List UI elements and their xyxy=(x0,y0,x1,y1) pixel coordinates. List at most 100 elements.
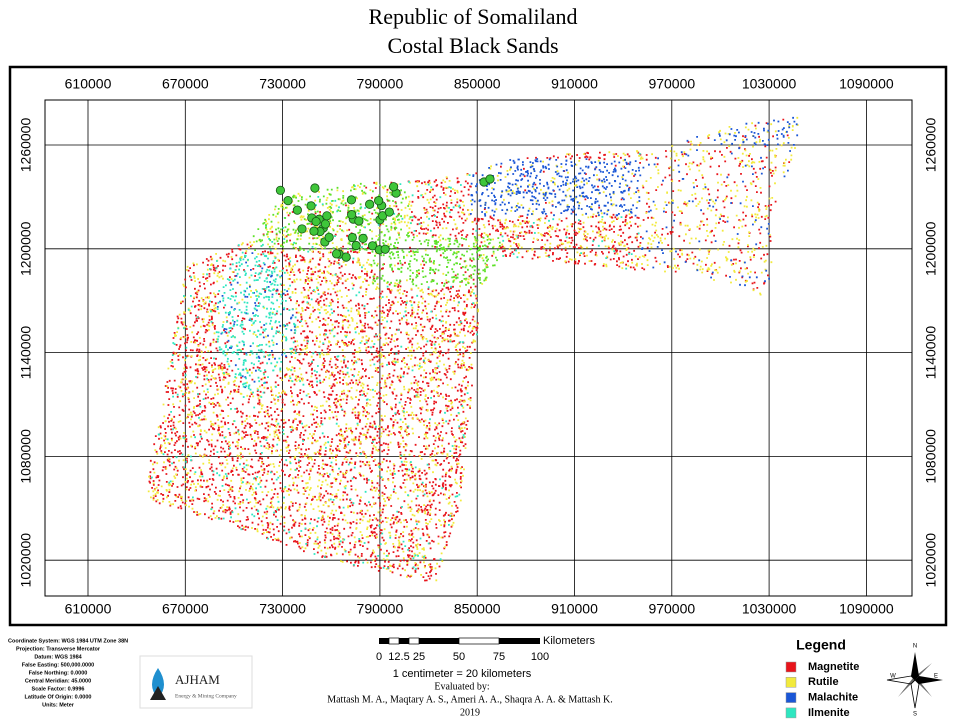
y-tick-label: 1020000 xyxy=(18,533,34,588)
sample-point xyxy=(320,219,331,229)
x-tick-label: 910000 xyxy=(551,76,598,92)
credits-authors: Mattash M. A., Maqtary A. S., Ameri A. A… xyxy=(327,694,613,705)
scale-bar: Kilometers 0 12.5 25 50 75 100 1 centimeter =… xyxy=(376,635,596,680)
legend-swatch xyxy=(785,677,797,688)
sample-point xyxy=(309,226,319,236)
coordinate-line: Latitude Of Origin: 0.0000 xyxy=(25,694,92,700)
x-tick-label: 790000 xyxy=(357,76,404,92)
grid xyxy=(45,100,912,596)
legend-items: Magnetite Rutile Malachite Ilmenite xyxy=(785,661,859,719)
sample-point xyxy=(341,252,351,262)
arrow-e xyxy=(915,676,943,684)
scale-seg xyxy=(399,638,409,644)
sample-point xyxy=(384,207,394,217)
tick-labels: 610000 610000 670000 670000 730000 730000 7900… xyxy=(18,76,939,617)
scale-seg xyxy=(458,637,500,645)
x-tick-label: 1090000 xyxy=(839,601,894,617)
coordinate-line: Scale Factor: 0.9996 xyxy=(32,686,85,692)
x-tick-label: 790000 xyxy=(357,601,404,617)
y-tick-label: 1260000 xyxy=(923,118,939,173)
scale-ratio: 1 centimeter = 20 kilometers xyxy=(393,668,532,680)
x-tick-label: 610000 xyxy=(65,601,112,617)
coordinate-info: Coordinate System: WGS 1984 UTM Zone 38N… xyxy=(8,638,128,708)
x-tick-label: 1030000 xyxy=(742,601,797,617)
y-tick-label: 1200000 xyxy=(18,221,34,276)
title-line: Republic of Somaliland xyxy=(369,4,578,29)
sample-point xyxy=(485,174,495,184)
sample-point xyxy=(311,216,321,227)
sample-point xyxy=(310,183,320,193)
legend-swatch xyxy=(785,692,797,703)
coordinate-line: Central Meridian: 45.0000 xyxy=(25,678,91,684)
coordinate-line: False Easting: 500,000.0000 xyxy=(22,662,94,668)
y-tick-label: 1200000 xyxy=(923,221,939,276)
sample-point xyxy=(306,201,316,211)
sample-point xyxy=(380,244,390,254)
y-tick-label: 1140000 xyxy=(18,326,34,380)
sample-point xyxy=(347,210,357,220)
compass-e: E xyxy=(934,674,938,680)
credits-year: 2019 xyxy=(460,707,480,718)
sample-point xyxy=(354,216,364,226)
scale-label: 100 xyxy=(531,651,549,663)
x-tick-label: 1090000 xyxy=(839,76,894,92)
legend-label: Ilmenite xyxy=(808,707,850,719)
sample-point xyxy=(358,233,368,243)
x-tick-label: 670000 xyxy=(162,601,209,617)
compass-w: W xyxy=(890,674,896,680)
scale-seg xyxy=(419,638,459,644)
sample-point xyxy=(324,232,334,242)
inner-frame xyxy=(44,99,913,597)
x-tick-label: 730000 xyxy=(259,601,306,617)
legend-title: Legend xyxy=(796,637,846,653)
legend-label: Magnetite xyxy=(808,661,859,673)
scale-label: 0 xyxy=(376,651,382,663)
north-arrow: N E S W xyxy=(886,644,943,718)
y-tick-label: 1260000 xyxy=(18,118,34,173)
legend-label: Rutile xyxy=(808,676,839,688)
scale-labels: 0 12.5 25 50 75 100 xyxy=(376,651,549,663)
logo: AJHAM Energy & Mining Company xyxy=(139,655,253,709)
x-tick-label: 730000 xyxy=(259,76,306,92)
green-texture xyxy=(252,182,501,287)
sample-point xyxy=(351,240,361,251)
scale-label: 50 xyxy=(453,651,465,663)
y-tick-label: 1080000 xyxy=(18,429,34,484)
deposits xyxy=(147,116,799,582)
sample-point xyxy=(292,205,302,215)
sample-point xyxy=(283,196,293,206)
coordinate-line: Units: Meter xyxy=(42,702,75,708)
sample-point xyxy=(374,196,384,206)
coordinate-line: Coordinate System: WGS 1984 UTM Zone 38N xyxy=(8,638,128,644)
coordinate-line: Datum: WGS 1984 xyxy=(34,654,82,660)
x-tick-label: 970000 xyxy=(648,601,695,617)
arrow-diag xyxy=(898,663,932,697)
compass-n: N xyxy=(913,644,917,650)
scale-unit: Kilometers xyxy=(543,635,595,647)
x-tick-label: 850000 xyxy=(454,601,501,617)
scale-seg xyxy=(379,638,389,644)
x-tick-label: 1030000 xyxy=(742,76,797,92)
scale-label: 12.5 xyxy=(388,651,409,663)
sample-point xyxy=(297,224,307,234)
sample-point xyxy=(322,211,332,221)
sample-point xyxy=(367,241,378,251)
x-tick-label: 910000 xyxy=(551,601,598,617)
scale-label: 25 xyxy=(413,651,425,663)
y-tick-label: 1080000 xyxy=(923,429,939,484)
logo-drop xyxy=(152,668,164,698)
compass-s: S xyxy=(913,712,917,718)
x-tick-label: 670000 xyxy=(162,76,209,92)
scale-seg xyxy=(408,637,420,645)
credits-label: Evaluated by: xyxy=(434,681,489,692)
title-line: Costal Black Sands xyxy=(387,33,558,58)
legend-swatch xyxy=(785,661,797,673)
scale-seg xyxy=(388,637,400,645)
coordinate-line: Projection: Transverse Mercator xyxy=(16,646,101,652)
x-tick-label: 970000 xyxy=(648,76,695,92)
scale-label: 75 xyxy=(493,651,505,663)
sample-point xyxy=(388,182,399,192)
